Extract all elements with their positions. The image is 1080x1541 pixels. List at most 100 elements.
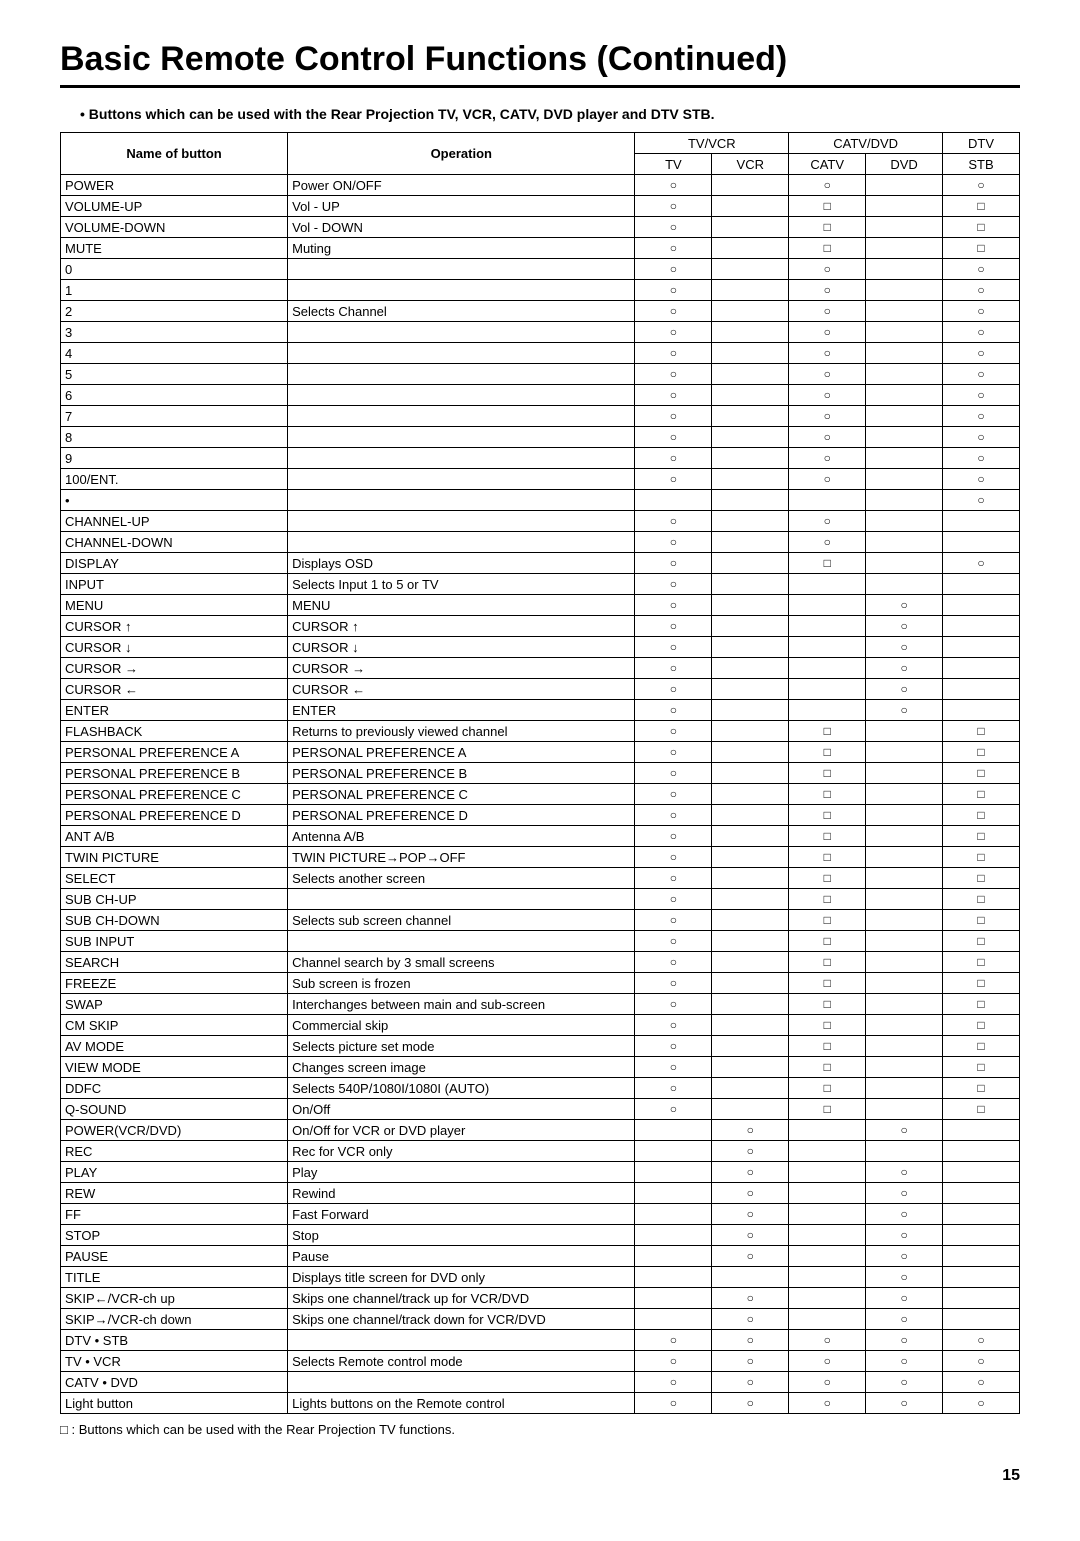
cell-catv: □ bbox=[789, 910, 866, 931]
cell-dvd: ○ bbox=[866, 1288, 943, 1309]
table-row: SEARCHChannel search by 3 small screens○… bbox=[61, 952, 1020, 973]
cell-catv: ○ bbox=[789, 1330, 866, 1351]
cell-button-name: STOP bbox=[61, 1225, 288, 1246]
cell-button-name: 8 bbox=[61, 427, 288, 448]
cell-button-name: DTV • STB bbox=[61, 1330, 288, 1351]
cell-tv: ○ bbox=[635, 1015, 712, 1036]
cell-stb: □ bbox=[943, 1078, 1020, 1099]
cell-operation bbox=[288, 322, 635, 343]
cell-stb: □ bbox=[943, 1036, 1020, 1057]
cell-button-name: 100/ENT. bbox=[61, 469, 288, 490]
cell-stb: □ bbox=[943, 742, 1020, 763]
cell-catv: □ bbox=[789, 805, 866, 826]
cell-tv: ○ bbox=[635, 931, 712, 952]
cell-stb: □ bbox=[943, 931, 1020, 952]
cell-dvd bbox=[866, 742, 943, 763]
cell-stb: ○ bbox=[943, 322, 1020, 343]
cell-vcr: ○ bbox=[712, 1204, 789, 1225]
cell-stb: □ bbox=[943, 763, 1020, 784]
cell-vcr: ○ bbox=[712, 1393, 789, 1414]
cell-tv: ○ bbox=[635, 1351, 712, 1372]
table-row: PAUSEPause○○ bbox=[61, 1246, 1020, 1267]
cell-operation: CURSOR ↓ bbox=[288, 637, 635, 658]
cell-catv bbox=[789, 1141, 866, 1162]
cell-catv: □ bbox=[789, 238, 866, 259]
cell-operation: Stop bbox=[288, 1225, 635, 1246]
cell-dvd: ○ bbox=[866, 1351, 943, 1372]
cell-vcr bbox=[712, 427, 789, 448]
cell-button-name: Q-SOUND bbox=[61, 1099, 288, 1120]
cell-operation: Commercial skip bbox=[288, 1015, 635, 1036]
cell-button-name: 1 bbox=[61, 280, 288, 301]
cell-dvd bbox=[866, 364, 943, 385]
cell-tv: ○ bbox=[635, 1057, 712, 1078]
cell-stb bbox=[943, 532, 1020, 553]
cell-tv: ○ bbox=[635, 553, 712, 574]
cell-operation bbox=[288, 1330, 635, 1351]
cell-dvd: ○ bbox=[866, 700, 943, 721]
cell-vcr bbox=[712, 763, 789, 784]
cell-catv: ○ bbox=[789, 448, 866, 469]
cell-button-name: 3 bbox=[61, 322, 288, 343]
cell-operation: Skips one channel/track down for VCR/DVD bbox=[288, 1309, 635, 1330]
cell-vcr bbox=[712, 406, 789, 427]
cell-tv: ○ bbox=[635, 238, 712, 259]
page-number: 15 bbox=[60, 1467, 1020, 1485]
cell-dvd bbox=[866, 427, 943, 448]
table-row: MUTEMuting○□□ bbox=[61, 238, 1020, 259]
cell-vcr: ○ bbox=[712, 1141, 789, 1162]
cell-dvd bbox=[866, 343, 943, 364]
cell-button-name: REW bbox=[61, 1183, 288, 1204]
cell-stb bbox=[943, 1120, 1020, 1141]
cell-tv: ○ bbox=[635, 1099, 712, 1120]
table-row: Light buttonLights buttons on the Remote… bbox=[61, 1393, 1020, 1414]
cell-dvd bbox=[866, 238, 943, 259]
cell-catv: □ bbox=[789, 553, 866, 574]
cell-tv: ○ bbox=[635, 847, 712, 868]
cell-vcr: ○ bbox=[712, 1246, 789, 1267]
cell-tv: ○ bbox=[635, 448, 712, 469]
table-row: ENTERENTER○○ bbox=[61, 700, 1020, 721]
cell-tv: ○ bbox=[635, 574, 712, 595]
cell-vcr bbox=[712, 595, 789, 616]
cell-tv: ○ bbox=[635, 868, 712, 889]
cell-tv: ○ bbox=[635, 637, 712, 658]
table-row: TITLEDisplays title screen for DVD only○ bbox=[61, 1267, 1020, 1288]
cell-catv: ○ bbox=[789, 511, 866, 532]
cell-catv: □ bbox=[789, 196, 866, 217]
cell-catv: □ bbox=[789, 742, 866, 763]
cell-button-name: PERSONAL PREFERENCE B bbox=[61, 763, 288, 784]
cell-stb: □ bbox=[943, 217, 1020, 238]
cell-button-name: CHANNEL-UP bbox=[61, 511, 288, 532]
cell-dvd bbox=[866, 490, 943, 511]
cell-dvd bbox=[866, 385, 943, 406]
cell-catv: □ bbox=[789, 994, 866, 1015]
cell-dvd: ○ bbox=[866, 1162, 943, 1183]
cell-vcr: ○ bbox=[712, 1120, 789, 1141]
cell-dvd bbox=[866, 763, 943, 784]
table-row: 2Selects Channel○○○ bbox=[61, 301, 1020, 322]
cell-vcr bbox=[712, 952, 789, 973]
table-row: CURSOR →CURSOR →○○ bbox=[61, 658, 1020, 679]
cell-button-name: • bbox=[61, 490, 288, 511]
cell-dvd: ○ bbox=[866, 1183, 943, 1204]
cell-button-name: SKIP←/VCR-ch up bbox=[61, 1288, 288, 1309]
table-row: SWAPInterchanges between main and sub-sc… bbox=[61, 994, 1020, 1015]
table-row: SUB CH-UP○□□ bbox=[61, 889, 1020, 910]
cell-operation: Rec for VCR only bbox=[288, 1141, 635, 1162]
cell-operation bbox=[288, 511, 635, 532]
cell-button-name: MENU bbox=[61, 595, 288, 616]
cell-vcr: ○ bbox=[712, 1309, 789, 1330]
cell-button-name: SEARCH bbox=[61, 952, 288, 973]
th-dvd: DVD bbox=[866, 154, 943, 175]
cell-operation: Muting bbox=[288, 238, 635, 259]
cell-dvd: ○ bbox=[866, 1309, 943, 1330]
cell-tv: ○ bbox=[635, 469, 712, 490]
cell-dvd: ○ bbox=[866, 637, 943, 658]
cell-stb: ○ bbox=[943, 1372, 1020, 1393]
table-row: PLAYPlay○○ bbox=[61, 1162, 1020, 1183]
cell-operation bbox=[288, 343, 635, 364]
cell-stb: □ bbox=[943, 910, 1020, 931]
cell-operation: Displays OSD bbox=[288, 553, 635, 574]
cell-dvd bbox=[866, 532, 943, 553]
